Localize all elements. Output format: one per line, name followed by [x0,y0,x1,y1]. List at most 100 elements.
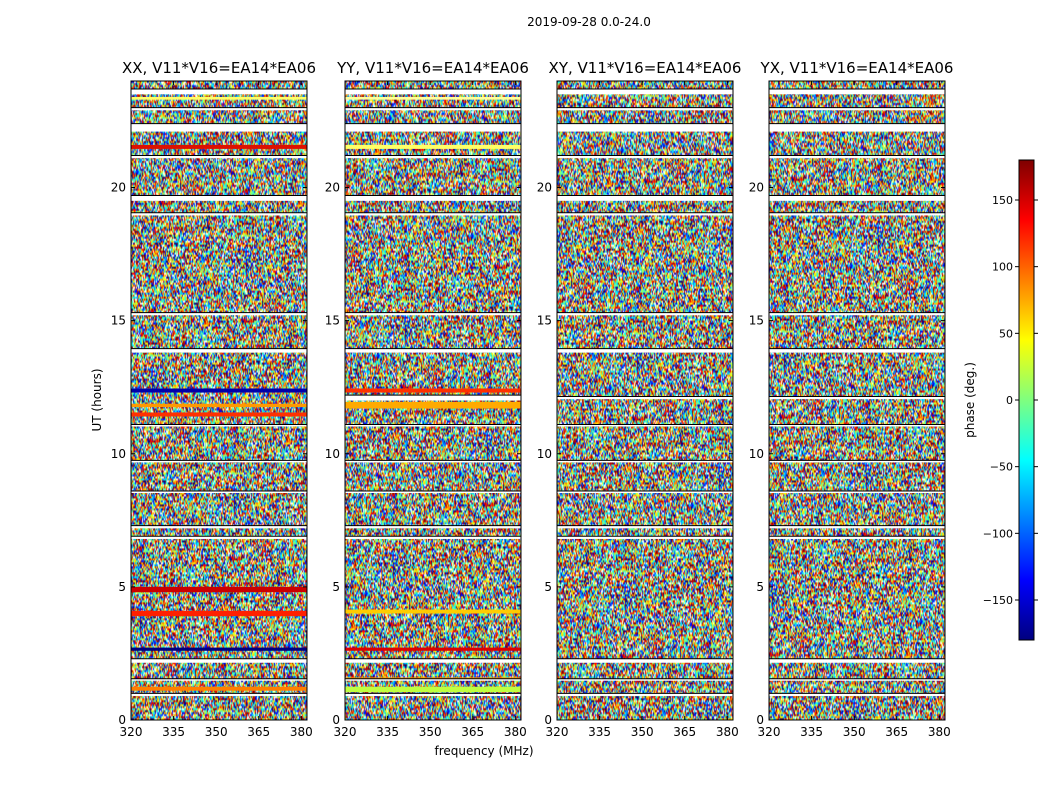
flagged-band [131,155,307,159]
flagged-band [557,155,733,159]
phase-stripe [345,686,521,693]
phase-stripe [131,647,307,651]
colorbar-tick-label: −50 [990,461,1013,474]
phase-heatmap [131,81,307,720]
flagged-band [345,536,521,539]
y-tick-label: 10 [111,447,126,461]
colorbar-label: phase (deg.) [963,362,977,438]
panel-title: YX, V11*V16=EA14*EA06 [760,59,954,77]
flagged-band [769,678,945,681]
flagged-band [769,107,945,111]
flagged-band [769,460,945,463]
colorbar-tick-label: 150 [992,194,1013,207]
flagged-band [131,678,307,681]
flagged-band [345,312,521,316]
panel-3: XY, V11*V16=EA14*EA06 320 335 350 365 380 0 5 10… [537,59,742,739]
phase-stripe [131,610,307,617]
flagged-band [345,693,521,697]
phase-stripe [345,401,521,409]
flagged-band [345,195,521,201]
flagged-band [769,88,945,95]
phase-stripe [131,686,307,691]
y-tick-label: 0 [118,713,126,727]
flagged-band [769,693,945,697]
flagged-band [131,88,307,95]
flagged-band [769,658,945,663]
flagged-band [557,195,733,201]
panels: XX, V11*V16=EA14*EA06 320 335 350 365 380 0 5 10… [111,59,954,739]
phase-stripe [131,586,307,593]
x-tick-label: 365 [461,725,484,739]
x-tick-label: 365 [247,725,270,739]
flagged-band [345,525,521,529]
flagged-band [345,123,521,132]
x-tick-label: 320 [546,725,569,739]
y-axis-label: UT (hours) [90,368,104,431]
y-tick-label: 10 [537,447,552,461]
y-tick-label: 0 [756,713,764,727]
y-tick-label: 15 [537,314,552,328]
x-tick-label: 380 [928,725,951,739]
flagged-band [557,525,733,529]
panel-title: XY, V11*V16=EA14*EA06 [549,59,742,77]
panel-title: YY, V11*V16=EA14*EA06 [336,59,529,77]
colorbar-tick-label: 0 [1006,394,1013,407]
phase-stripe [345,388,521,393]
colorbar-tick-label: −100 [983,527,1013,540]
colorbar: 150 100 50 0 −50 −100 −150 [983,159,1038,641]
y-tick-label: 10 [749,447,764,461]
flagged-band [131,460,307,463]
flagged-band [131,536,307,539]
flagged-band [131,658,307,663]
panel-2: YY, V11*V16=EA14*EA06 320 335 350 365 380 0 5 10… [325,59,529,739]
flagged-band [557,658,733,663]
flagged-band [557,491,733,494]
phase-stripe [131,403,307,408]
flagged-band [345,460,521,463]
y-tick-label: 20 [325,181,340,195]
colorbar-ticks: 150 100 50 0 −50 −100 −150 [983,194,1038,607]
phase-heatmap [557,81,733,720]
phase-stripe [131,144,307,149]
x-tick-label: 320 [120,725,143,739]
y-tick-label: 5 [756,580,764,594]
y-tick-label: 15 [749,314,764,328]
x-tick-label: 380 [504,725,527,739]
x-tick-label: 350 [205,725,228,739]
x-tick-label: 320 [334,725,357,739]
flagged-band [769,525,945,529]
flagged-band [131,312,307,316]
flagged-band [131,491,307,494]
x-tick-label: 335 [376,725,399,739]
flagged-band [131,212,307,216]
flagged-band [345,155,521,159]
colorbar-gradient [1018,159,1035,641]
y-tick-label: 5 [332,580,340,594]
y-tick-label: 0 [332,713,340,727]
y-tick-label: 20 [537,181,552,195]
flagged-band [557,107,733,111]
panel-frame [556,80,734,721]
flagged-band [345,491,521,494]
panel-1: XX, V11*V16=EA14*EA06 320 335 350 365 380 0 5 10… [111,59,316,739]
flagged-band [557,88,733,95]
flagged-band [769,491,945,494]
x-tick-label: 335 [800,725,823,739]
flagged-band [557,123,733,132]
flagged-band [769,155,945,159]
flagged-band [345,212,521,216]
flagged-band [769,212,945,216]
flagged-band [131,424,307,427]
flagged-band [769,424,945,427]
flagged-band [345,424,521,427]
flagged-band [557,396,733,400]
flagged-band [345,88,521,95]
x-tick-label: 320 [758,725,781,739]
flagged-band [557,212,733,216]
y-tick-label: 15 [111,314,126,328]
flagged-band [769,536,945,539]
phase-stripe [345,144,521,149]
flagged-band [557,348,733,353]
y-tick-label: 0 [544,713,552,727]
